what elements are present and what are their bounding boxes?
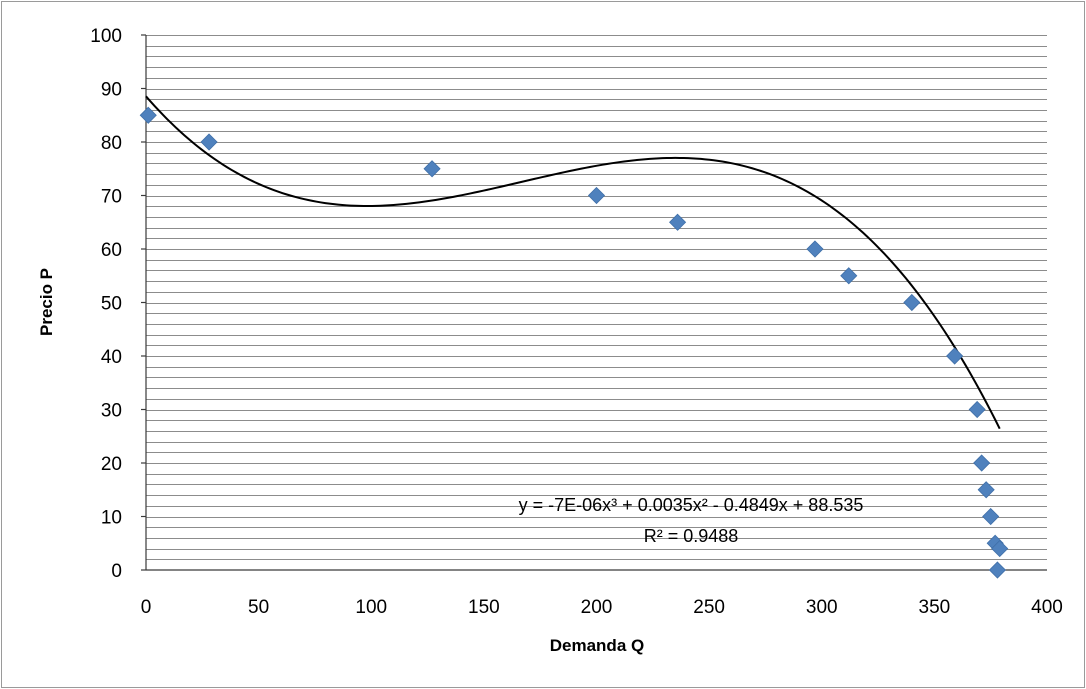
x-tick-label-300: 300 (806, 597, 838, 618)
y-tick-label-50: 50 (101, 294, 122, 315)
x-tick-label-100: 100 (355, 597, 387, 618)
data-point-11 (973, 454, 991, 472)
x-tick-label-50: 50 (248, 597, 269, 618)
data-point-2 (200, 133, 218, 151)
data-point-5 (669, 213, 687, 231)
x-axis-title: Demanda Q (550, 636, 644, 655)
x-tick-label-250: 250 (693, 597, 725, 618)
y-tick-label-40: 40 (101, 347, 122, 368)
x-tick-label-0: 0 (141, 597, 152, 618)
data-point-9 (946, 347, 964, 365)
data-point-10 (968, 400, 986, 419)
x-tick-label-150: 150 (468, 597, 500, 618)
data-point-3 (423, 160, 441, 178)
x-tick-labels: 0 50 100 150 200 250 300 350 400 (141, 597, 1063, 618)
y-tick-label-90: 90 (101, 80, 122, 101)
gridlines (146, 35, 1047, 560)
y-tick-label-70: 70 (101, 187, 122, 208)
data-point-7 (840, 267, 858, 285)
x-tick-label-200: 200 (581, 597, 613, 618)
data-point-13 (982, 507, 1000, 526)
y-tick-label-60: 60 (101, 240, 122, 261)
r-squared-label: R² = 0.9488 (644, 526, 739, 546)
data-point-1 (139, 106, 157, 124)
data-point-4 (587, 186, 606, 205)
y-tick-label-80: 80 (101, 133, 122, 154)
trendline-group (145, 95, 1001, 430)
y-tick-label-10: 10 (101, 508, 122, 529)
data-point-12 (977, 481, 995, 499)
trendline (145, 95, 1001, 430)
y-tick-labels: 0 10 20 30 40 50 60 70 80 90 100 (90, 26, 122, 582)
trendline-equation: y = -7E-06x³ + 0.0035x² - 0.4849x + 88.5… (519, 495, 864, 515)
y-tick-label-100: 100 (90, 26, 122, 47)
x-tick-label-350: 350 (919, 597, 951, 618)
y-tick-label-30: 30 (101, 401, 122, 422)
axes (141, 34, 1047, 571)
data-points (139, 106, 1009, 579)
x-tick-label-400: 400 (1031, 597, 1063, 618)
y-tick-label-20: 20 (101, 454, 122, 475)
data-point-15 (991, 540, 1009, 558)
data-point-6 (806, 240, 824, 258)
y-axis-title: Precio P (37, 268, 56, 336)
data-point-8 (903, 293, 921, 312)
y-tick-label-0: 0 (111, 561, 122, 582)
data-point-16 (988, 561, 1007, 579)
